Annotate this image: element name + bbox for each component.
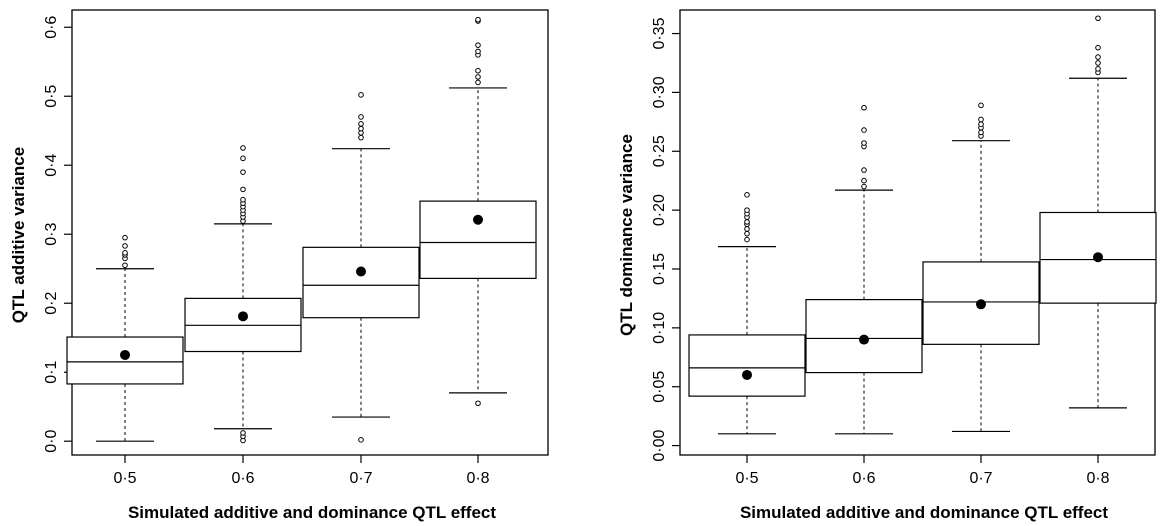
outlier-point (475, 48, 481, 55)
outlier-point (744, 226, 750, 232)
outlier-point (240, 196, 246, 203)
outlier-point (744, 219, 750, 225)
y-tick-label: 0·3 (43, 223, 60, 246)
outlier-point (240, 145, 246, 151)
y-axis-title: QTL additive variance (9, 147, 28, 323)
y-tick-label: 0·30 (651, 76, 668, 108)
mean-point (473, 214, 483, 225)
mean-point (120, 349, 130, 360)
plot-frame (71, 9, 549, 456)
box-group (184, 145, 302, 444)
iqr-box (66, 336, 184, 385)
mean-point (976, 299, 986, 310)
x-tick-label: 0·6 (231, 470, 254, 487)
y-tick-label: 0·2 (43, 292, 60, 315)
box-group (805, 104, 923, 435)
outlier-point (861, 140, 867, 146)
iqr-box (302, 246, 420, 319)
x-tick-label: 0·5 (735, 470, 758, 487)
outlier-point (861, 183, 867, 190)
y-tick-label: 0·35 (651, 17, 668, 49)
outlier-point (358, 437, 364, 443)
outlier-point (475, 42, 481, 48)
outlier-point (1095, 60, 1101, 66)
y-tick-label: 0·05 (651, 371, 668, 403)
outlier-point (978, 102, 984, 109)
outlier-point (475, 79, 481, 86)
mean-point (1093, 252, 1103, 263)
box-group (922, 102, 1040, 433)
box-group (1039, 15, 1157, 409)
outlier-point (240, 169, 246, 175)
x-axis-title: Simulated additive and dominance QTL eff… (740, 503, 1108, 522)
mean-point (859, 334, 869, 345)
outlier-point (358, 121, 364, 127)
x-tick-label: 0·6 (852, 470, 875, 487)
y-tick-label: 0·25 (651, 135, 668, 167)
outlier-point (744, 230, 750, 237)
additive-variance-boxplot: Simulated additive and dominance QTL eff… (9, 9, 549, 522)
outlier-point (358, 114, 364, 120)
mean-point (238, 311, 248, 322)
outlier-point (978, 129, 984, 136)
mean-point (356, 266, 366, 277)
box-group (66, 234, 184, 442)
outlier-point (861, 177, 867, 184)
x-tick-label: 0·8 (466, 470, 489, 487)
outlier-point (1095, 15, 1101, 22)
x-tick-label: 0·7 (969, 470, 992, 487)
iqr-box (688, 334, 806, 397)
outlier-point (978, 116, 984, 123)
y-tick-label: 0·1 (43, 361, 60, 384)
outlier-point (475, 400, 481, 407)
y-tick-label: 0·5 (43, 85, 60, 108)
y-tick-label: 0·10 (651, 312, 668, 344)
outlier-point (861, 104, 867, 111)
outlier-point (358, 125, 364, 132)
y-axis-title: QTL dominance variance (617, 134, 636, 336)
box-group (302, 92, 420, 443)
outlier-point (744, 192, 750, 198)
mean-point (742, 369, 752, 380)
y-tick-label: 0·00 (651, 429, 668, 461)
outlier-point (861, 167, 867, 173)
outlier-point (358, 134, 364, 141)
y-tick-label: 0·4 (43, 154, 60, 177)
outlier-point (1095, 44, 1101, 51)
outlier-point (122, 262, 128, 269)
y-tick-label: 0·0 (43, 430, 60, 453)
box-group (688, 192, 806, 435)
outlier-point (744, 236, 750, 243)
dominance-variance-boxplot: Simulated additive and dominance QTL eff… (617, 9, 1157, 522)
outlier-point (861, 127, 867, 133)
x-tick-label: 0·8 (1086, 470, 1109, 487)
box-group (419, 16, 537, 407)
outlier-point (358, 92, 364, 98)
outlier-point (122, 243, 128, 249)
y-tick-label: 0·15 (651, 253, 668, 285)
outlier-point (240, 155, 246, 162)
outlier-point (122, 234, 128, 241)
y-tick-label: 0·20 (651, 194, 668, 226)
outlier-point (475, 74, 481, 80)
outlier-point (240, 430, 246, 436)
outlier-point (475, 67, 481, 74)
outlier-point (122, 250, 128, 256)
outlier-point (240, 186, 246, 193)
outlier-point (475, 16, 481, 23)
outlier-point (978, 121, 984, 127)
x-tick-label: 0·7 (349, 470, 372, 487)
outlier-point (744, 207, 750, 213)
y-tick-label: 0·6 (43, 16, 60, 39)
iqr-box (419, 200, 537, 279)
outlier-point (1095, 66, 1101, 72)
x-tick-label: 0·5 (113, 470, 136, 487)
x-axis-title: Simulated additive and dominance QTL eff… (128, 503, 496, 522)
outlier-point (1095, 54, 1101, 60)
